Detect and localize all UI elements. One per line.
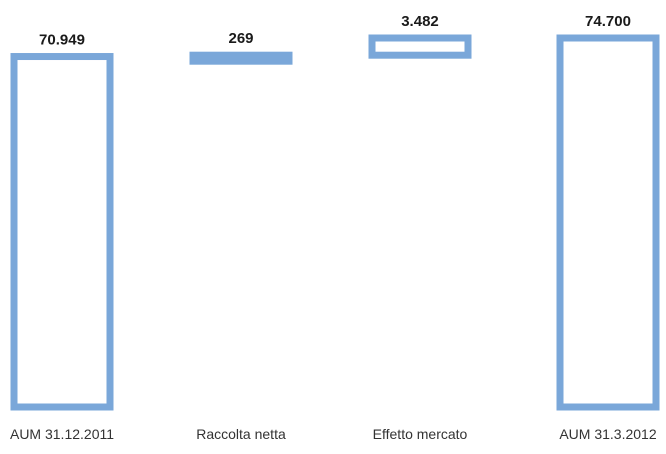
x-tick-label-2: Raccolta netta <box>196 426 286 442</box>
x-tick-labels-group: AUM 31.12.2011 Raccolta netta Effetto merc… <box>10 426 657 442</box>
value-label-1: 70.949 <box>39 32 85 49</box>
x-tick-label-1: AUM 31.12.2011 <box>10 426 114 442</box>
value-label-4: 74.700 <box>585 13 631 30</box>
x-tick-label-4: AUM 31.3.2012 <box>559 426 656 442</box>
value-label-3: 3.482 <box>401 13 439 30</box>
value-labels-group: 70.949 269 3.482 74.700 <box>39 13 631 49</box>
bar-4 <box>556 34 660 411</box>
value-label-2: 269 <box>228 30 253 47</box>
bar-1 <box>10 53 114 411</box>
bar-2 <box>189 51 293 65</box>
x-tick-label-3: Effetto mercato <box>373 426 468 442</box>
bar-3 <box>368 34 472 59</box>
bars-group <box>10 34 660 411</box>
